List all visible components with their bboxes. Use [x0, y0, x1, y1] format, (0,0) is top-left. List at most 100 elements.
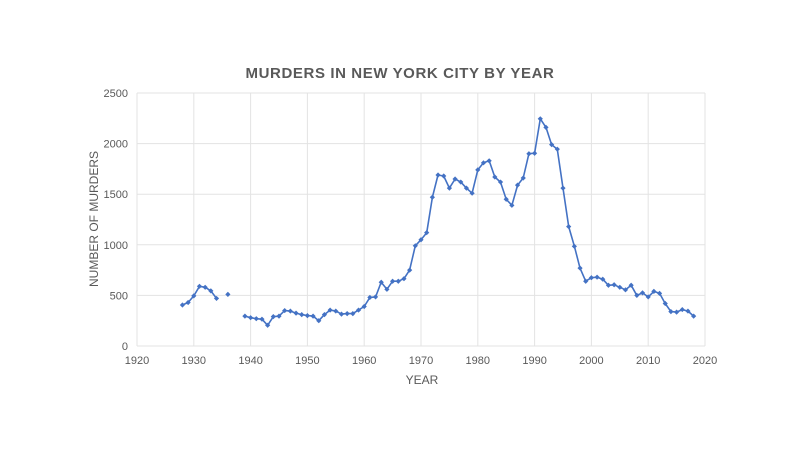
- data-point: [475, 167, 481, 173]
- data-point: [344, 311, 350, 317]
- data-point: [543, 124, 549, 131]
- data-point: [282, 307, 288, 314]
- data-point: [588, 275, 594, 281]
- data-point: [628, 282, 634, 288]
- y-tick-label: 1500: [104, 189, 128, 201]
- data-point: [401, 276, 407, 282]
- data-point: [378, 279, 384, 285]
- data-point: [600, 276, 606, 282]
- x-tick-label: 1990: [522, 355, 546, 367]
- data-point: [497, 179, 504, 185]
- data-point: [622, 287, 629, 293]
- data-point: [651, 288, 657, 294]
- x-tick-label: 1920: [125, 355, 149, 367]
- data-point: [639, 290, 646, 296]
- data-point: [407, 267, 413, 273]
- chart-title: MURDERS IN NEW YORK CITY BY YEAR: [246, 65, 555, 82]
- data-point: [259, 316, 265, 322]
- y-axis-label: NUMBER OF MURDERS: [87, 151, 101, 287]
- data-point: [662, 300, 668, 307]
- gridlines: [136, 92, 706, 347]
- data-point: [287, 308, 293, 314]
- data-point: [537, 116, 543, 122]
- data-point: [265, 322, 271, 328]
- data-point: [605, 282, 612, 288]
- series-group: [179, 116, 697, 328]
- data-point: [435, 172, 441, 178]
- data-point: [355, 307, 362, 313]
- data-point: [458, 179, 464, 185]
- data-point: [645, 294, 651, 300]
- data-point: [310, 313, 316, 319]
- data-point: [492, 174, 498, 180]
- data-point: [384, 286, 390, 292]
- data-point: [617, 284, 623, 290]
- data-point: [532, 150, 538, 156]
- data-point: [202, 284, 208, 290]
- data-point: [304, 313, 310, 319]
- y-axis-ticks: 0 500 1000 1500 2000 2500: [104, 88, 128, 353]
- data-point: [179, 302, 186, 308]
- data-point: [480, 160, 487, 166]
- data-point: [213, 295, 220, 302]
- data-point: [509, 202, 515, 208]
- data-point: [554, 146, 560, 152]
- data-point: [253, 316, 259, 322]
- x-tick-label: 2000: [579, 355, 603, 367]
- y-tick-label: 2000: [104, 139, 128, 151]
- x-tick-label: 1950: [295, 355, 319, 367]
- data-point: [560, 185, 566, 191]
- data-point: [571, 243, 577, 249]
- data-point: [514, 182, 521, 188]
- data-point: [248, 315, 254, 321]
- x-tick-label: 1930: [182, 355, 206, 367]
- data-point: [367, 294, 373, 301]
- data-point: [361, 303, 367, 310]
- data-point: [208, 288, 214, 294]
- data-point: [526, 151, 532, 157]
- data-point: [577, 265, 583, 271]
- data-point: [372, 294, 379, 300]
- data-point: [242, 313, 248, 319]
- data-point: [634, 292, 640, 298]
- x-tick-label: 1960: [352, 355, 376, 367]
- data-point: [321, 312, 328, 318]
- data-point: [338, 311, 345, 317]
- data-point: [424, 230, 430, 236]
- x-tick-label: 1940: [238, 355, 262, 367]
- data-point: [196, 283, 203, 289]
- x-tick-label: 1980: [466, 355, 490, 367]
- data-point: [191, 293, 197, 299]
- data-point: [327, 307, 333, 313]
- x-tick-label: 2010: [636, 355, 660, 367]
- data-point: [225, 291, 231, 297]
- y-tick-label: 1000: [104, 240, 128, 252]
- data-point: [668, 308, 674, 315]
- data-point: [452, 176, 458, 182]
- data-point: [685, 308, 691, 314]
- data-point: [691, 313, 697, 319]
- data-point: [293, 310, 299, 316]
- data-point: [463, 185, 470, 191]
- data-point: [566, 223, 572, 230]
- data-point: [350, 311, 356, 317]
- data-point: [418, 237, 424, 243]
- data-point: [395, 278, 401, 284]
- data-point: [486, 158, 492, 164]
- data-point: [441, 173, 447, 179]
- data-point: [429, 194, 435, 200]
- x-tick-label: 2020: [693, 355, 717, 367]
- data-point: [412, 243, 418, 249]
- data-point: [333, 308, 339, 314]
- data-point: [299, 312, 305, 318]
- data-point: [503, 196, 509, 202]
- data-point: [469, 190, 475, 196]
- data-point: [656, 290, 663, 296]
- data-point: [270, 314, 276, 320]
- data-point: [276, 313, 282, 319]
- data-point: [583, 278, 589, 284]
- data-point: [549, 142, 555, 148]
- data-point: [185, 299, 191, 306]
